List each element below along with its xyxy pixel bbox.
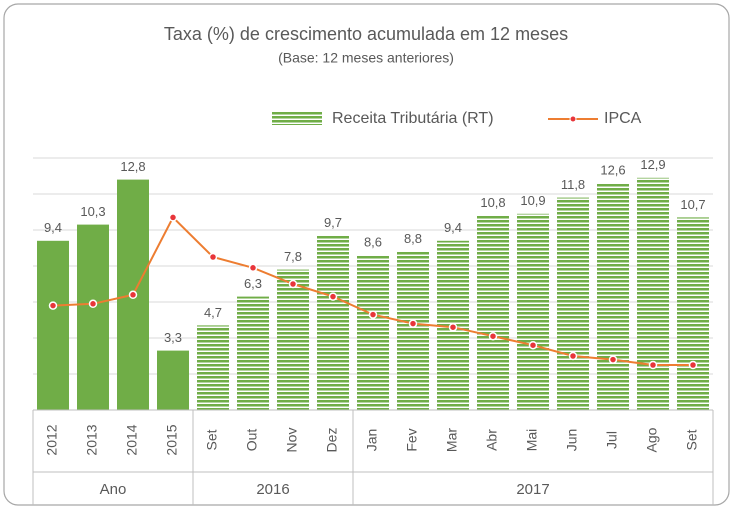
marker (128, 290, 138, 300)
marker (168, 213, 178, 222)
bar (637, 177, 669, 410)
bar (357, 255, 389, 410)
marker (328, 292, 338, 301)
marker (648, 360, 658, 370)
bar (197, 325, 229, 410)
marker (48, 301, 58, 310)
data-label: 12,6 (600, 163, 625, 178)
x-tick-label: Jul (604, 431, 620, 449)
marker (448, 322, 458, 332)
legend-label: IPCA (604, 110, 642, 127)
x-tick-label: Set (204, 429, 220, 450)
marker (408, 319, 418, 328)
marker (568, 351, 578, 361)
marker (288, 279, 298, 289)
legend-marker (569, 115, 577, 123)
x-tick-label: 2012 (44, 424, 60, 455)
bar (77, 224, 109, 410)
x-tick-label: Jun (564, 429, 580, 452)
marker (88, 299, 98, 309)
data-label: 6,3 (244, 276, 262, 291)
data-label: 8,6 (364, 235, 382, 250)
bar (397, 251, 429, 410)
data-label: 11,8 (561, 177, 585, 192)
chart-subtitle: (Base: 12 meses anteriores) (278, 50, 454, 66)
legend-swatch (272, 112, 322, 125)
data-label: 10,7 (680, 197, 705, 212)
bar (37, 240, 69, 410)
data-label: 9,7 (324, 215, 342, 230)
data-label: 8,8 (404, 231, 422, 246)
data-label: 10,9 (520, 193, 545, 208)
data-label: 10,3 (80, 204, 105, 219)
bar (317, 235, 349, 410)
data-label: 7,8 (284, 249, 302, 264)
x-tick-label: Set (684, 429, 700, 450)
x-tick-label: Abr (484, 429, 500, 451)
data-label: 9,4 (444, 220, 462, 235)
marker (528, 340, 538, 350)
x-tick-label: Nov (284, 428, 300, 453)
bar (477, 215, 509, 410)
data-label: 10,8 (480, 195, 505, 210)
x-tick-label: Jan (364, 429, 380, 452)
bar (597, 183, 629, 410)
marker (608, 355, 618, 364)
x-tick-label: 2013 (84, 424, 100, 455)
legend-label: Receita Tributária (RT) (332, 110, 494, 127)
data-label: 12,9 (640, 157, 665, 172)
marker (208, 252, 218, 262)
bar (557, 197, 589, 410)
x-tick-label: 2014 (124, 424, 140, 455)
group-label: 2017 (516, 481, 549, 498)
data-label: 12,8 (120, 159, 145, 174)
group-label: Ano (100, 481, 127, 498)
bar (237, 296, 269, 410)
x-tick-label: Out (244, 429, 260, 452)
data-label: 9,4 (44, 220, 62, 235)
x-tick-label: Mar (444, 428, 460, 452)
x-tick-label: Mai (524, 429, 540, 452)
chart-title: Taxa (%) de crescimento acumulada em 12 … (164, 24, 568, 44)
x-tick-label: 2015 (164, 424, 180, 455)
data-label: 4,7 (204, 305, 222, 320)
group-label: 2016 (256, 481, 289, 498)
marker (688, 360, 698, 370)
bar (517, 213, 549, 410)
marker (248, 263, 258, 273)
marker (368, 310, 378, 319)
bar (677, 217, 709, 410)
bar (157, 350, 189, 410)
x-tick-label: Ago (644, 427, 660, 452)
data-label: 3,3 (164, 330, 182, 345)
marker (488, 331, 498, 341)
bar (277, 269, 309, 410)
x-tick-label: Fev (404, 428, 420, 451)
x-tick-label: Dez (324, 428, 340, 453)
